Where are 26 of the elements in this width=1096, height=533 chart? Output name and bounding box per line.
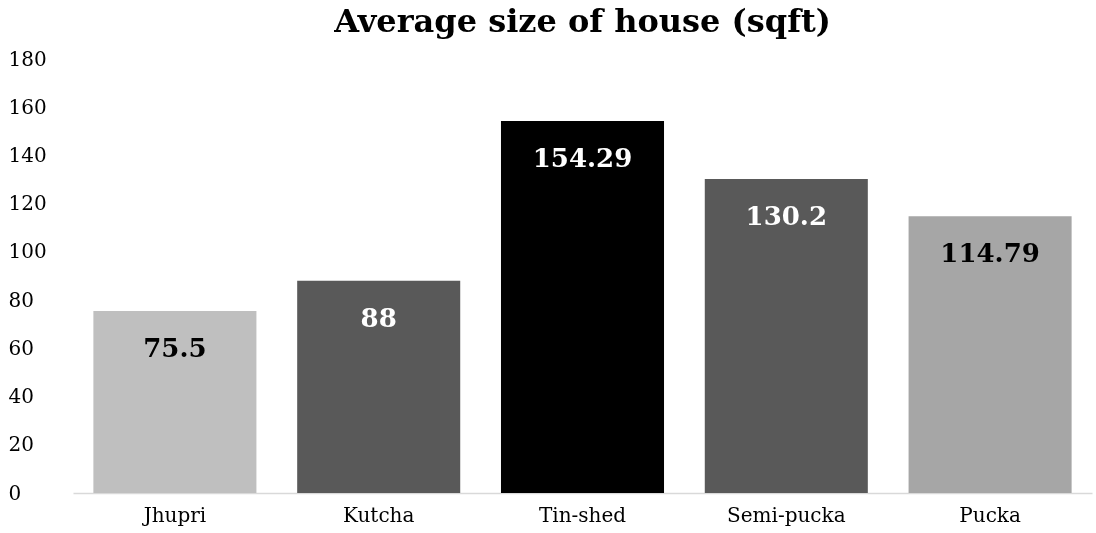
data-label: 154.29: [532, 142, 633, 173]
x-tick-label: Kutcha: [342, 502, 415, 527]
y-tick-label: 60: [8, 335, 34, 360]
y-tick-label: 120: [8, 191, 47, 216]
x-tick-label: Jhupri: [141, 502, 207, 527]
x-tick-label: Pucka: [959, 502, 1021, 527]
x-tick-label: Tin-shed: [538, 502, 627, 527]
data-label: 114.79: [940, 238, 1040, 269]
bar: [500, 120, 665, 493]
y-tick-label: 40: [8, 384, 34, 409]
y-tick-label: 140: [8, 142, 47, 167]
data-label: 130.2: [745, 201, 828, 232]
y-tick-label: 0: [8, 480, 22, 505]
y-tick-label: 160: [8, 94, 47, 119]
y-tick-label: 100: [8, 239, 47, 264]
chart-title: Average size of house (sqft): [333, 2, 831, 40]
bar: [93, 310, 257, 493]
data-label: 88: [360, 302, 397, 333]
bar: [908, 216, 1072, 493]
y-tick-label: 20: [8, 432, 34, 457]
bar: [297, 280, 461, 493]
bar: [704, 179, 868, 493]
y-tick-label: 80: [8, 287, 34, 312]
x-tick-label: Semi-pucka: [727, 502, 846, 527]
y-tick-label: 180: [8, 46, 47, 71]
data-label: 75.5: [143, 332, 207, 363]
